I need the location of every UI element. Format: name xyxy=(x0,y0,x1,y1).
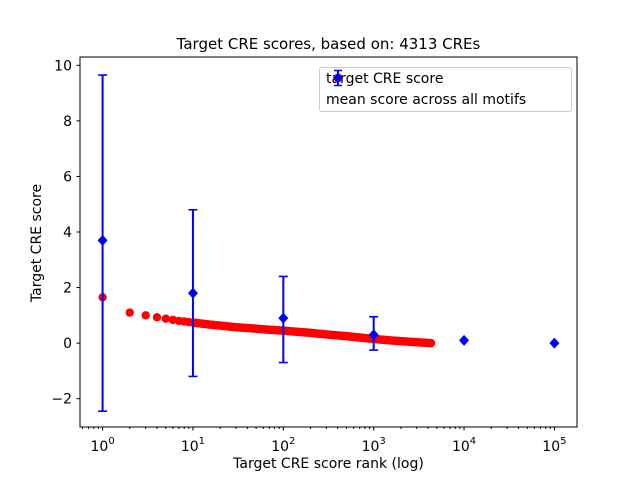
target-score-point xyxy=(141,311,150,320)
axis-ticks xyxy=(76,64,555,431)
x-tick-labels: 100 101 102 103 104 105 xyxy=(90,436,566,455)
y-tick-label: 8 xyxy=(63,114,72,130)
x-axis-label: Target CRE score rank (log) xyxy=(233,456,424,472)
target-score-point xyxy=(161,314,170,323)
series-mean-score xyxy=(97,74,560,412)
target-score-point xyxy=(125,308,134,317)
x-tick-label: 100 xyxy=(90,436,114,455)
y-tick-label: 10 xyxy=(54,58,72,74)
x-tick-label: 101 xyxy=(181,436,205,455)
x-tick-label: 103 xyxy=(362,436,386,455)
mean-score-point xyxy=(187,287,198,299)
y-tick-label: 6 xyxy=(63,169,72,185)
chart-title: Target CRE scores, based on: 4313 CREs xyxy=(176,35,481,53)
target-score-point xyxy=(152,313,162,322)
x-tick-label: 105 xyxy=(542,436,566,455)
legend: target CRE score mean score across all m… xyxy=(319,67,572,112)
mean-score-point xyxy=(368,329,379,341)
x-tick-label: 104 xyxy=(452,436,476,455)
legend-label-mean-score: mean score across all motifs xyxy=(326,92,527,108)
y-tick-labels: −2 0 2 4 6 8 10 xyxy=(51,58,72,407)
legend-entry-mean-score: mean score across all motifs xyxy=(320,69,571,110)
x-tick-label: 102 xyxy=(271,436,295,455)
y-tick-label: 4 xyxy=(63,225,72,241)
target-score-point xyxy=(426,338,436,348)
legend-entry-target-cre-score: target CRE score xyxy=(320,69,571,89)
y-tick-label: −2 xyxy=(51,392,72,408)
mean-score-point xyxy=(459,334,470,346)
y-axis-label: Target CRE score xyxy=(29,183,45,303)
mean-score-point xyxy=(97,234,108,246)
legend-label-target-cre-score: target CRE score xyxy=(326,71,444,87)
y-tick-label: 2 xyxy=(63,281,72,297)
mean-score-point xyxy=(278,312,289,324)
series-target-cre-score xyxy=(98,293,436,348)
plot-border xyxy=(79,56,578,428)
y-tick-label: 0 xyxy=(63,336,72,352)
blue-errorbar-diamond-marker-icon xyxy=(333,69,343,87)
mean-score-point xyxy=(549,337,560,349)
